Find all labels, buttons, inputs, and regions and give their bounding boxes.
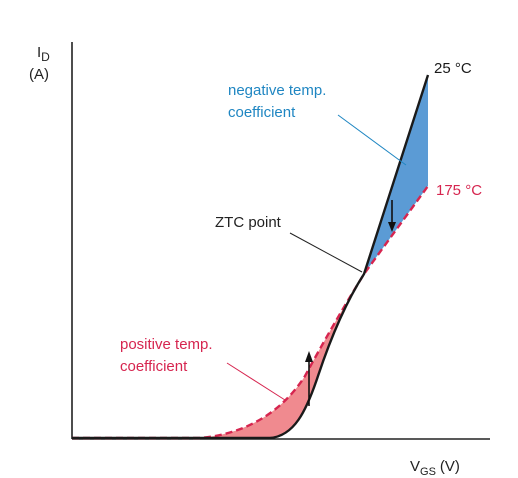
negative-coefficient-label-line2: coefficient xyxy=(228,104,296,121)
x-axis-label: VGS (V) xyxy=(410,458,460,478)
decrease-arrow-head xyxy=(388,222,396,232)
y-axis-unit: (A) xyxy=(29,66,49,83)
positive-coefficient-label-line2: coefficient xyxy=(120,358,188,375)
y-axis-label: ID xyxy=(37,44,50,64)
ztc-leader-line xyxy=(289,232,363,273)
positive-coefficient-label-line1: positive temp. xyxy=(120,336,213,353)
series-label-175c: 175 °C xyxy=(436,182,482,199)
negative-leader-line xyxy=(337,114,407,166)
positive-coefficient-region xyxy=(200,274,364,438)
ztc-point-label: ZTC point xyxy=(215,214,282,231)
negative-coefficient-label-line1: negative temp. xyxy=(228,82,326,99)
increase-arrow-head xyxy=(305,351,313,362)
series-label-25c: 25 °C xyxy=(434,60,472,77)
positive-leader-line xyxy=(226,362,286,401)
series-line-25c xyxy=(72,74,430,440)
